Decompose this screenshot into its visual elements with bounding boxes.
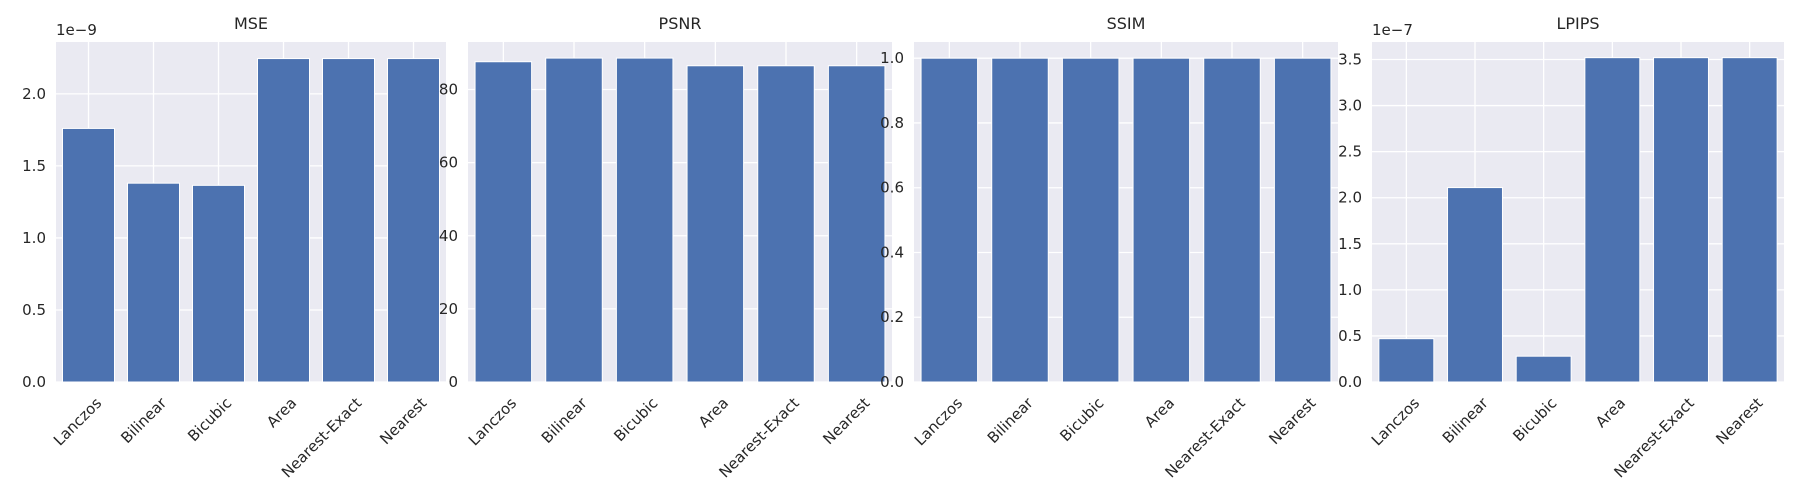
x-tick-label: Lanczos (1368, 394, 1423, 449)
y-tick-label: 0.5 (22, 301, 46, 319)
x-tick-label: Bilinear (538, 393, 592, 447)
bar-lanczos (920, 57, 979, 383)
bar-bicubic (1061, 57, 1120, 383)
y-tick-label: 0.6 (880, 179, 904, 197)
y-tick-label: 1.0 (22, 229, 46, 247)
y-tick-label: 1.5 (22, 157, 46, 175)
plot-area (468, 42, 892, 382)
x-tick-label: Lanczos (911, 394, 966, 449)
y-tick-label: 1.0 (1338, 281, 1362, 299)
y-tick-label: 20 (439, 300, 458, 318)
bar-lanczos (474, 61, 533, 383)
y-tick-label: 60 (439, 154, 458, 172)
y-tick-label: 80 (439, 81, 458, 99)
bar-bicubic (1515, 355, 1572, 383)
chart-panel-mse: 0.0 0.5 1.0 1.5 2.0 Lanczos Bilinear Bicubic Are… (22, 14, 446, 481)
bar-area (1584, 57, 1641, 383)
x-tick-label: Nearest (1712, 394, 1766, 448)
plot-area (56, 42, 446, 382)
chart-panel-psnr: 0 20 40 60 80 Lanczos Bilinear Bicubic Area Neare… (439, 14, 892, 481)
chart-panel-lpips: 0.0 0.5 1.0 1.5 2.0 2.5 3.0 3.5 Lanczos Bilinear B… (1338, 14, 1784, 481)
x-tick-label: Bicubic (184, 394, 235, 445)
x-tick-label: Lanczos (50, 394, 105, 449)
y-tick-label: 2.0 (1338, 189, 1362, 207)
x-tick-label: Bilinear (117, 393, 171, 447)
chart-title: SSIM (1107, 14, 1146, 33)
chart-title: PSNR (659, 14, 702, 33)
bar-bilinear (1447, 187, 1503, 383)
y-tick-label: 1.5 (1338, 235, 1362, 253)
x-tick-label: Nearest (1265, 394, 1319, 448)
y-tick-label: 0.0 (22, 373, 46, 391)
bar-nearest-exact (1203, 57, 1261, 383)
bar-nearest-exact (1653, 57, 1709, 383)
bar-nearest-exact (757, 65, 815, 383)
x-tick-label: Bilinear (984, 393, 1038, 447)
bar-area (686, 65, 745, 383)
bar-nearest (1273, 57, 1332, 383)
y-tick-label: 0 (448, 373, 458, 391)
bar-bicubic (615, 57, 674, 383)
bar-lanczos (62, 127, 115, 383)
plot-area (914, 42, 1338, 382)
x-tick-label: Area (1141, 394, 1178, 431)
axis-offset-label: 1e−7 (1372, 21, 1413, 39)
x-tick-label: Bicubic (610, 394, 661, 445)
bar-bilinear (545, 57, 603, 383)
axis-offset-label: 1e−9 (56, 21, 97, 39)
x-tick-label: Nearest (376, 394, 430, 448)
y-tick-label: 2.0 (22, 85, 46, 103)
bar-lanczos (1378, 338, 1435, 383)
y-tick-label: 0.0 (1338, 373, 1362, 391)
y-tick-label: 0.2 (880, 308, 904, 326)
y-tick-label: 3.5 (1338, 51, 1362, 69)
x-tick-label: Nearest (819, 394, 873, 448)
x-tick-label: Lanczos (465, 394, 520, 449)
bar-nearest (387, 58, 440, 383)
y-tick-label: 3.0 (1338, 97, 1362, 115)
plot-area (1372, 42, 1784, 382)
x-tick-label: Area (263, 394, 300, 431)
y-tick-label: 0.0 (880, 373, 904, 391)
y-tick-label: 0.8 (880, 114, 904, 132)
bar-area (1132, 57, 1191, 383)
x-tick-label: Bicubic (1056, 394, 1107, 445)
x-tick-label: Area (1592, 394, 1629, 431)
chart-panel-ssim: 0.0 0.2 0.4 0.6 0.8 1.0 Lanczos Bilinear Bicubic… (880, 14, 1338, 481)
y-tick-label: 2.5 (1338, 143, 1362, 161)
chart-title: LPIPS (1556, 14, 1599, 33)
bar-nearest (827, 65, 886, 383)
bar-bilinear (127, 182, 180, 383)
y-tick-label: 0.5 (1338, 327, 1362, 345)
bar-nearest (1721, 57, 1778, 383)
y-tick-label: 0.4 (880, 243, 904, 261)
y-tick-label: 1.0 (880, 49, 904, 67)
y-tick-label: 40 (439, 227, 458, 245)
x-tick-label: Area (695, 394, 732, 431)
bar-bilinear (991, 57, 1049, 383)
bar-area (257, 58, 310, 383)
bar-bicubic (192, 184, 245, 383)
x-tick-label: Bicubic (1509, 394, 1560, 445)
bar-nearest-exact (322, 58, 375, 383)
x-tick-label: Bilinear (1439, 393, 1493, 447)
chart-title: MSE (234, 14, 268, 33)
